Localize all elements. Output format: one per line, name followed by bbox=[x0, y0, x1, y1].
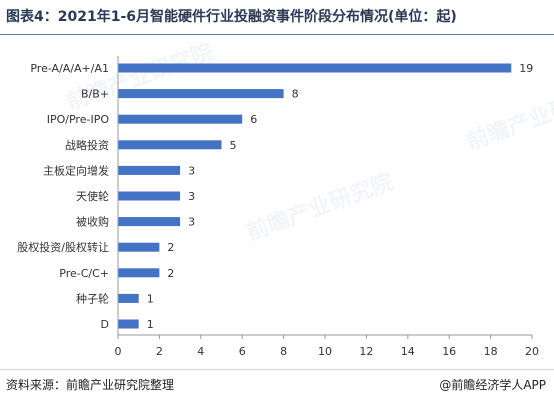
data-label: 2 bbox=[167, 267, 174, 280]
category-label: 主板定向增发 bbox=[43, 163, 109, 177]
bar bbox=[118, 268, 160, 278]
category-label: IPO/Pre-IPO bbox=[47, 113, 110, 126]
x-axis: 0 2 4 6 8 10 12 14 16 18 20 bbox=[115, 56, 539, 358]
watermark-text: 前瞻产业研究院 bbox=[243, 169, 397, 246]
data-label: 3 bbox=[188, 216, 195, 229]
bars-group bbox=[118, 63, 512, 329]
title-divider bbox=[0, 34, 554, 35]
data-label: 2 bbox=[167, 241, 174, 254]
x-tick-label: 2 bbox=[156, 345, 163, 358]
data-label: 8 bbox=[292, 88, 299, 101]
category-label: Pre-C/C+ bbox=[59, 267, 109, 280]
category-label: 股权投资/股权转让 bbox=[17, 240, 109, 254]
data-label: 5 bbox=[230, 139, 237, 152]
bar bbox=[118, 89, 284, 99]
bar bbox=[118, 242, 160, 252]
data-label: 19 bbox=[519, 62, 533, 75]
x-tick-label: 16 bbox=[442, 345, 456, 358]
category-labels-group: Pre-A/A/A+/A1 B/B+ IPO/Pre-IPO 战略投资主板定向增发天使… bbox=[17, 62, 109, 331]
x-tick-label: 6 bbox=[239, 345, 246, 358]
category-label: 天使轮 bbox=[76, 189, 109, 203]
category-label: Pre-A/A/A+/A1 bbox=[30, 62, 109, 75]
source-note: 资料来源：前瞻产业研究院整理 bbox=[6, 378, 175, 392]
bar bbox=[118, 191, 181, 201]
bar bbox=[118, 140, 222, 150]
bar bbox=[118, 114, 243, 124]
bar bbox=[118, 293, 139, 303]
watermark-text: 前瞻产业研究院 bbox=[63, 40, 217, 116]
data-label: 3 bbox=[188, 164, 195, 177]
data-label: 3 bbox=[188, 190, 195, 203]
data-label: 1 bbox=[147, 318, 154, 331]
chart-title: 图表4：2021年1-6月智能硬件行业投融资事件阶段分布情况(单位：起) bbox=[6, 9, 457, 25]
x-tick-label: 0 bbox=[115, 345, 122, 358]
category-label: 种子轮 bbox=[76, 291, 109, 305]
x-tick-label: 10 bbox=[318, 345, 332, 358]
bar bbox=[118, 63, 512, 73]
bar bbox=[118, 165, 181, 175]
data-label: 6 bbox=[250, 113, 257, 126]
x-tick-label: 20 bbox=[525, 345, 539, 358]
x-tick-label: 18 bbox=[484, 345, 498, 358]
x-tick-label: 8 bbox=[280, 345, 287, 358]
category-label: 战略投资 bbox=[65, 138, 109, 152]
x-tick-label: 14 bbox=[401, 345, 415, 358]
bar bbox=[118, 217, 181, 227]
watermark-text: 前瞻产业研究院 bbox=[463, 79, 554, 156]
bar bbox=[118, 319, 139, 329]
data-label: 1 bbox=[147, 292, 154, 305]
brand-credit: @前瞻经济学人APP bbox=[439, 378, 546, 392]
x-tick-label: 12 bbox=[359, 345, 373, 358]
category-label: D bbox=[101, 318, 109, 331]
category-label: B/B+ bbox=[81, 88, 109, 101]
category-label: 被收购 bbox=[76, 215, 109, 229]
footer-divider bbox=[0, 369, 554, 370]
x-tick-label: 4 bbox=[197, 345, 204, 358]
